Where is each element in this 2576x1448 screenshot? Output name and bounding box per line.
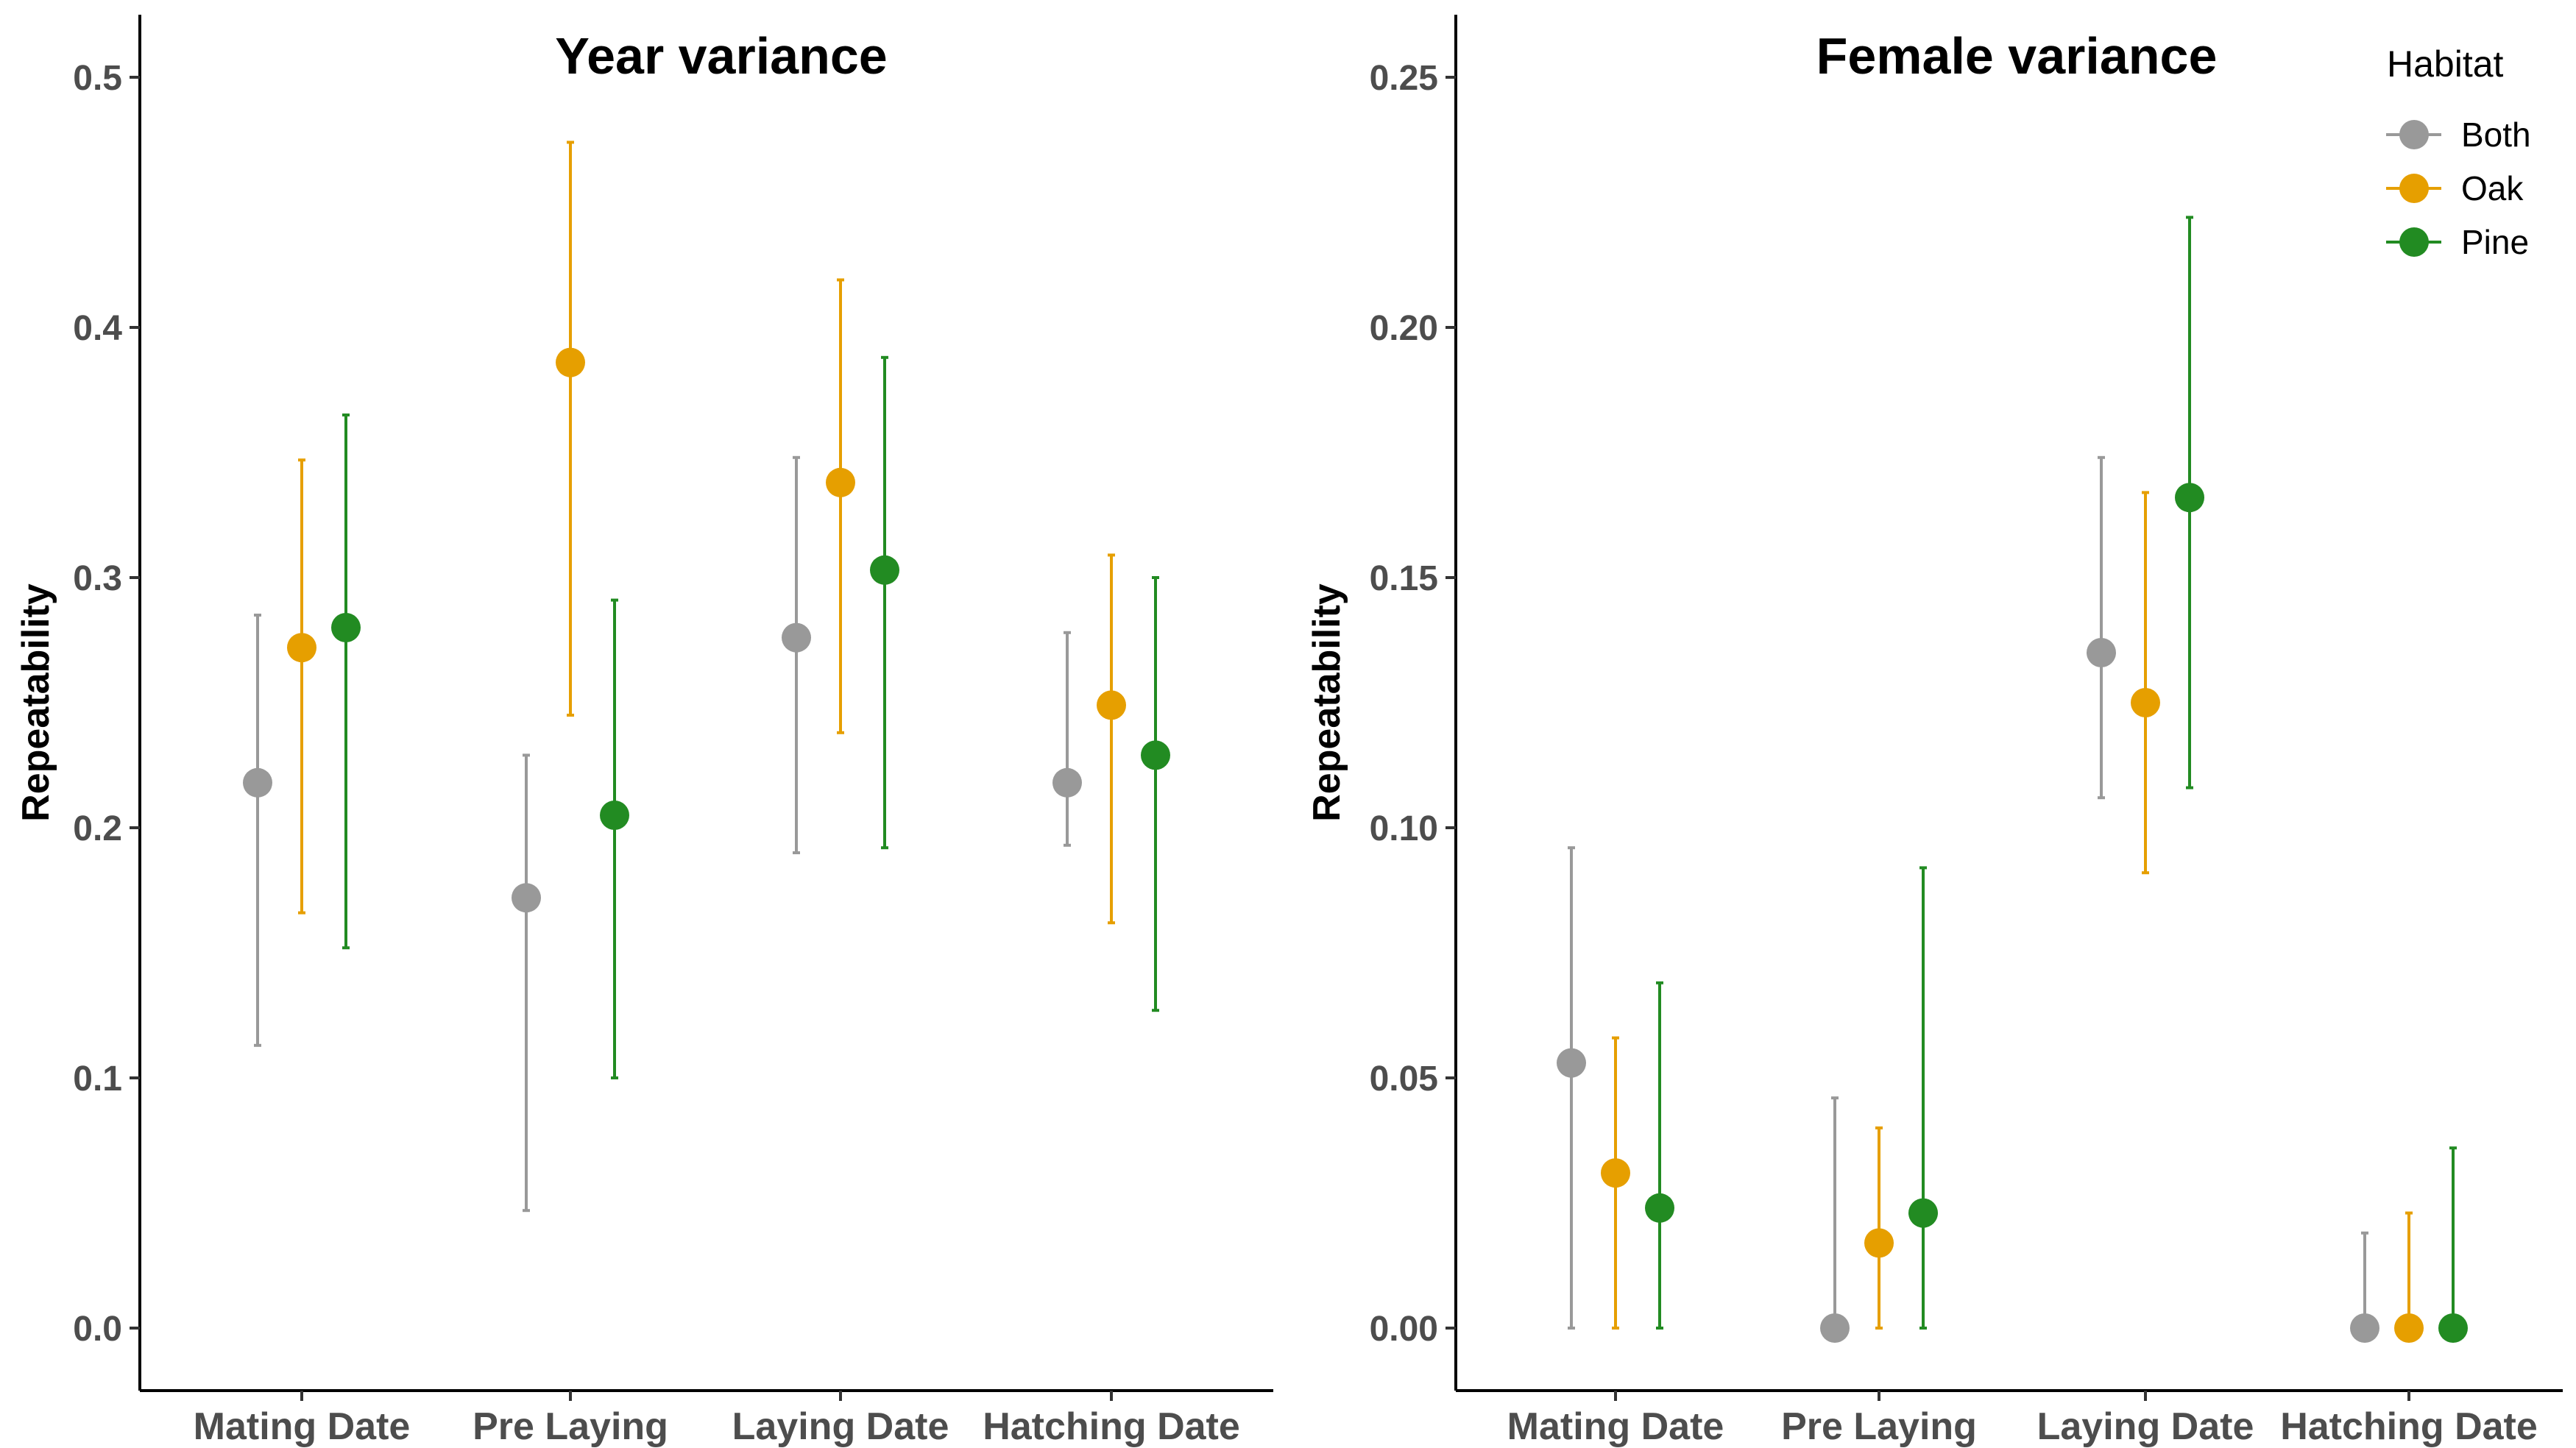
x-tick-label-hatching-date: Hatching Date [983,1405,1240,1448]
data-point-oak [1097,690,1126,720]
y-axis-title: Repeatability [1306,583,1348,822]
y-tick-label: 0.4 [73,309,122,348]
legend-key-point [2399,227,2429,257]
y-tick-label: 0.05 [1370,1060,1438,1099]
data-point-oak [1864,1228,1894,1258]
data-point-both [2350,1313,2379,1343]
data-point-pine [870,555,899,585]
error-bar [2098,455,2105,800]
x-tick-label-pre-laying: Pre Laying [1781,1405,1977,1448]
y-tick-label: 0.0 [73,1310,122,1349]
error-bar [1656,981,1663,1330]
error-bar [342,414,350,950]
x-tick-label-laying-date: Laying Date [2037,1405,2254,1448]
series-pine [331,355,1170,1079]
data-point-oak [287,633,316,663]
x-tick-label-mating-date: Mating Date [1507,1405,1724,1448]
error-bar [1568,846,1575,1330]
data-point-oak [826,467,855,497]
legend-label: Oak [2461,169,2524,207]
error-bar [837,278,844,734]
y-tick-label: 0.3 [73,559,122,598]
error-bar [1064,631,1071,847]
data-point-oak [556,347,585,377]
x-tick-label-hatching-date: Hatching Date [2280,1405,2538,1448]
data-point-both [1820,1313,1850,1343]
y-tick-label: 0.25 [1370,59,1438,98]
panel-title: Female variance [1816,27,2218,85]
error-bar [567,141,574,717]
x-tick-label-pre-laying: Pre Laying [473,1405,668,1448]
error-bar [793,455,800,854]
y-tick-label: 0.00 [1370,1310,1438,1349]
error-bar [1875,1126,1883,1330]
y-tick-label: 0.5 [73,59,122,98]
error-bar [254,614,261,1047]
data-point-both [2087,638,2116,667]
y-tick-label: 0.20 [1370,309,1438,348]
series-both [243,455,1082,1213]
error-bar [611,598,618,1079]
series-both [1557,455,2379,1343]
data-point-pine [600,801,629,830]
y-tick-label: 0.10 [1370,809,1438,848]
data-point-pine [1645,1193,1674,1223]
series-pine [1645,216,2468,1343]
data-point-pine [2175,483,2204,513]
legend-key-point [2399,120,2429,149]
legend-item-both: Both [2386,116,2531,154]
y-tick-label: 0.15 [1370,559,1438,598]
data-point-pine [1908,1198,1938,1228]
data-point-both [243,767,272,798]
data-point-both [512,883,541,913]
error-bar [1152,576,1159,1012]
legend-item-pine: Pine [2386,223,2529,261]
error-bar [881,355,888,850]
legend-key-point [2399,174,2429,203]
y-axis-title: Repeatability [15,583,57,822]
legend-label: Pine [2461,223,2529,261]
error-bar [1108,553,1115,925]
y-tick-label: 0.2 [73,809,122,848]
legend: Habitat Both Oak Pine [2386,43,2531,261]
legend-title: Habitat [2387,43,2504,85]
error-bar [523,753,530,1213]
female-variance-panel: 0.00 0.05 0.10 0.15 0.20 0.25 Mating Date Pre L… [1306,15,2563,1448]
error-bar [1831,1096,1839,1330]
error-bar [2405,1211,2413,1330]
error-bar [2142,491,2149,875]
data-point-oak [1601,1158,1630,1188]
data-point-oak [2394,1313,2424,1343]
data-point-both [782,622,811,653]
legend-label: Both [2461,116,2531,154]
error-bar [1919,866,1927,1330]
data-point-oak [2131,688,2160,717]
legend-item-oak: Oak [2386,169,2524,207]
series-oak [1601,491,2424,1343]
y-tick-label: 0.1 [73,1060,122,1099]
error-bar [2449,1146,2457,1330]
x-tick-label-laying-date: Laying Date [732,1405,949,1448]
panel-title: Year variance [555,27,887,85]
data-point-pine [331,613,361,642]
data-point-pine [1141,740,1170,770]
x-tick-label-mating-date: Mating Date [194,1405,411,1448]
error-bar [298,458,305,915]
data-point-both [1052,767,1082,798]
data-point-both [1557,1048,1586,1078]
series-oak [287,141,1126,925]
data-point-pine [2438,1313,2468,1343]
year-variance-panel: 0.0 0.1 0.2 0.3 0.4 0.5 Mating Date Pre Laying L… [15,15,1273,1448]
